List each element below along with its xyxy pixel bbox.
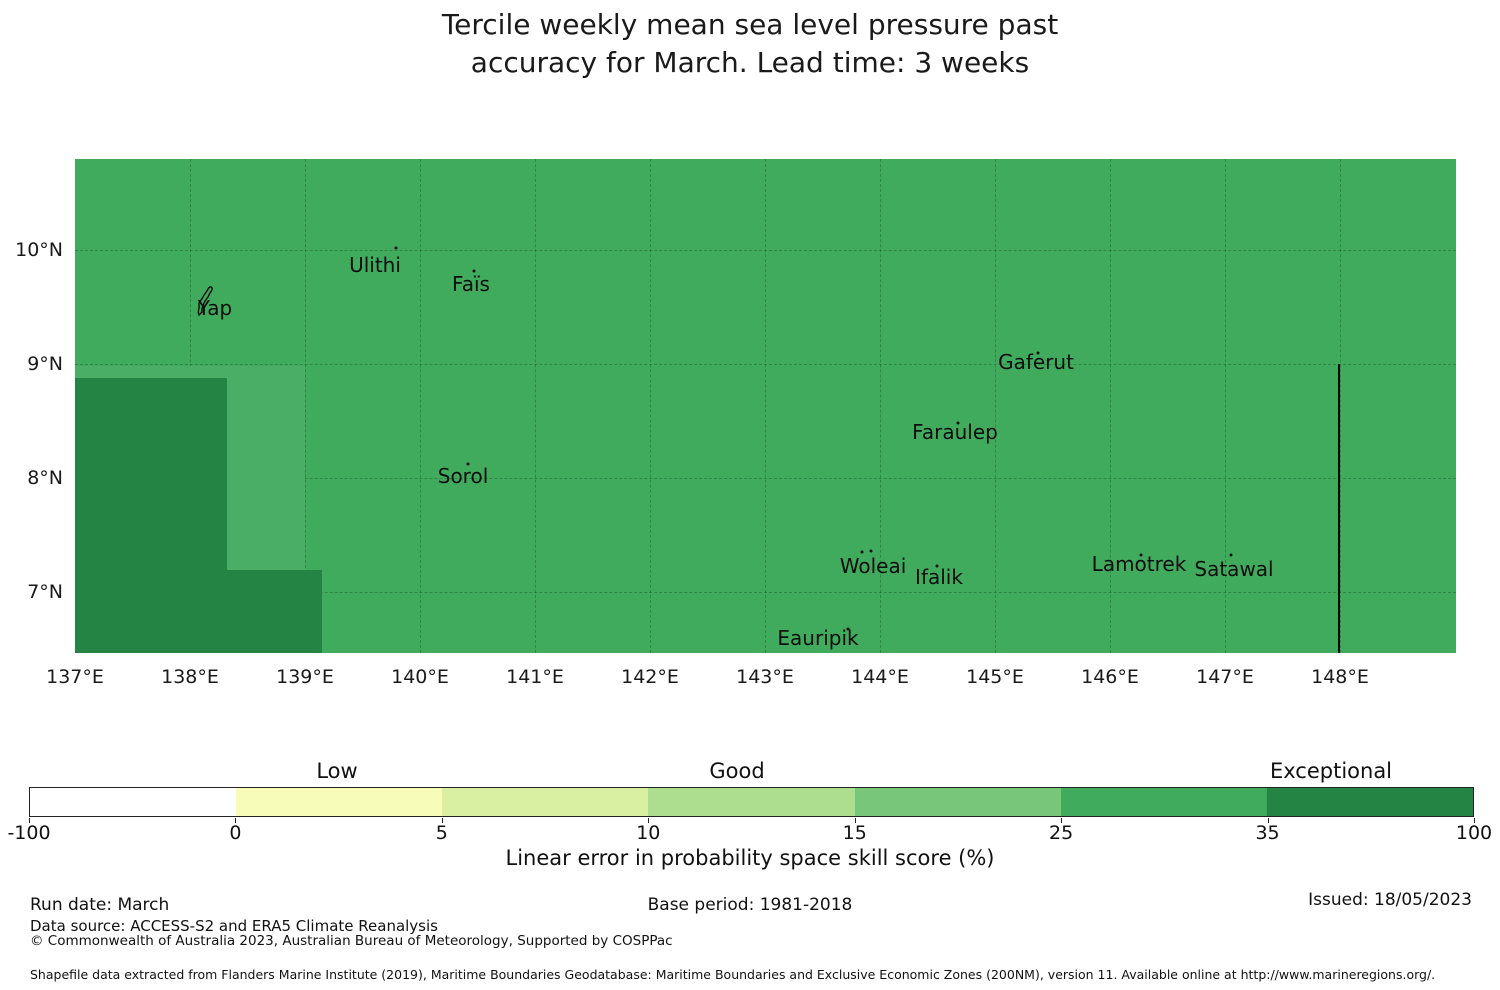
gridline-vertical bbox=[880, 159, 881, 653]
colorbar-category-good: Good bbox=[709, 759, 765, 783]
location-dot bbox=[1229, 553, 1233, 557]
location-label-ulithi: Ulithi bbox=[349, 253, 401, 277]
run-date-text: Run date: March bbox=[30, 895, 170, 915]
colorbar-tick-label: -100 bbox=[7, 822, 51, 844]
location-label-satawal: Satawal bbox=[1194, 557, 1274, 581]
map-plot-area: Yap Ulithi Faïs Sorol Gaferut Faraulep Woleai I… bbox=[75, 159, 1456, 653]
colorbar-segment bbox=[442, 788, 649, 816]
location-dot bbox=[466, 462, 470, 466]
colorbar bbox=[29, 787, 1474, 817]
x-tick-label: 138°E bbox=[161, 666, 219, 688]
location-label-woleai: Woleai bbox=[839, 554, 907, 578]
issued-date-text: Issued: 18/05/2023 bbox=[1308, 890, 1472, 910]
x-tick-label: 146°E bbox=[1081, 666, 1139, 688]
gridline-horizontal bbox=[75, 364, 1456, 365]
colorbar-tick-mark bbox=[1061, 818, 1063, 823]
gridline-vertical bbox=[995, 159, 996, 653]
gridline-vertical bbox=[650, 159, 651, 653]
colorbar-tick-label: 0 bbox=[229, 822, 242, 844]
colorbar-tick-mark bbox=[1474, 818, 1475, 823]
colorbar-category-exceptional: Exceptional bbox=[1269, 759, 1393, 783]
colorbar-segment bbox=[1266, 788, 1473, 816]
base-period-text: Base period: 1981-2018 bbox=[647, 895, 853, 915]
colorbar-segment bbox=[236, 788, 443, 816]
gridline-vertical bbox=[1225, 159, 1226, 653]
gridline-vertical bbox=[305, 159, 306, 653]
gridline-vertical bbox=[1110, 159, 1111, 653]
colorbar-tick-label: 15 bbox=[842, 822, 867, 844]
location-label-faraulep: Faraulep bbox=[912, 420, 998, 444]
colorbar-category-low: Low bbox=[316, 759, 358, 783]
x-tick-label: 142°E bbox=[621, 666, 679, 688]
location-label-fas: Faïs bbox=[452, 272, 490, 296]
location-label-gaferut: Gaferut bbox=[998, 350, 1074, 374]
colorbar-axis-label: Linear error in probability space skill … bbox=[505, 846, 995, 870]
colorbar-tick-mark bbox=[235, 818, 237, 823]
y-tick-label: 8°N bbox=[27, 467, 63, 489]
colorbar-tick-mark bbox=[29, 818, 30, 823]
chart-title: Tercile weekly mean sea level pressure p… bbox=[0, 6, 1500, 82]
location-dot bbox=[472, 269, 476, 273]
colorbar-tick-label: 100 bbox=[1455, 822, 1493, 844]
colorbar-tick-label: 5 bbox=[435, 822, 448, 844]
yap-island-outline bbox=[197, 286, 213, 317]
location-label-eauripik: Eauripik bbox=[777, 626, 859, 650]
colorbar-segment bbox=[648, 788, 855, 816]
shapefile-attribution-text: Shapefile data extracted from Flanders M… bbox=[30, 967, 1436, 982]
x-tick-label: 141°E bbox=[506, 666, 564, 688]
colorbar-tick-label: 10 bbox=[636, 822, 661, 844]
location-dot bbox=[860, 550, 864, 554]
colorbar-tick-mark bbox=[1267, 818, 1269, 823]
x-tick-label: 139°E bbox=[276, 666, 334, 688]
y-tick-label: 9°N bbox=[27, 353, 63, 375]
location-label-lamotrek: Lamotrek bbox=[1091, 552, 1187, 576]
location-label-yap: Yap bbox=[197, 296, 233, 320]
x-tick-label: 147°E bbox=[1196, 666, 1254, 688]
x-tick-label: 144°E bbox=[851, 666, 909, 688]
location-dot bbox=[846, 627, 850, 631]
x-tick-label: 143°E bbox=[736, 666, 794, 688]
colorbar-tick-label: 25 bbox=[1049, 822, 1074, 844]
location-dot bbox=[956, 421, 960, 425]
x-tick-label: 137°E bbox=[46, 666, 104, 688]
colorbar-tick-mark bbox=[854, 818, 856, 823]
chart-title-line2: accuracy for March. Lead time: 3 weeks bbox=[470, 46, 1030, 79]
location-dot bbox=[394, 246, 398, 250]
y-tick-label: 10°N bbox=[15, 239, 63, 261]
gridline-vertical bbox=[765, 159, 766, 653]
colorbar-tick-mark bbox=[648, 818, 650, 823]
gridline-vertical bbox=[1340, 159, 1341, 653]
gridline-horizontal bbox=[75, 250, 1456, 251]
location-dot bbox=[869, 549, 873, 553]
colorbar-segment bbox=[854, 788, 1061, 816]
gridline-vertical bbox=[535, 159, 536, 653]
colorbar-tick-mark bbox=[441, 818, 443, 823]
dark-block-south bbox=[227, 570, 322, 653]
location-dot bbox=[935, 564, 939, 568]
colorbar-segment bbox=[1060, 788, 1267, 816]
dark-block-west bbox=[75, 378, 227, 653]
x-tick-label: 145°E bbox=[966, 666, 1024, 688]
location-label-ifalik: Ifalik bbox=[915, 565, 963, 589]
location-dot bbox=[1139, 553, 1143, 557]
x-tick-label: 140°E bbox=[391, 666, 449, 688]
colorbar-tick-label: 35 bbox=[1255, 822, 1280, 844]
gridline-vertical bbox=[420, 159, 421, 653]
chart-title-line1: Tercile weekly mean sea level pressure p… bbox=[441, 8, 1059, 41]
location-label-sorol: Sorol bbox=[437, 464, 489, 488]
y-tick-label: 7°N bbox=[27, 581, 63, 603]
gridline-horizontal bbox=[75, 478, 1456, 479]
location-dot bbox=[1036, 351, 1040, 355]
colorbar-segment bbox=[30, 788, 237, 816]
gridline-horizontal bbox=[75, 592, 1456, 593]
copyright-text: © Commonwealth of Australia 2023, Austra… bbox=[30, 933, 673, 949]
x-tick-label: 148°E bbox=[1311, 666, 1369, 688]
data-source-text: Data source: ACCESS-S2 and ERA5 Climate … bbox=[30, 917, 438, 935]
meridian-148E-line bbox=[1338, 364, 1340, 653]
